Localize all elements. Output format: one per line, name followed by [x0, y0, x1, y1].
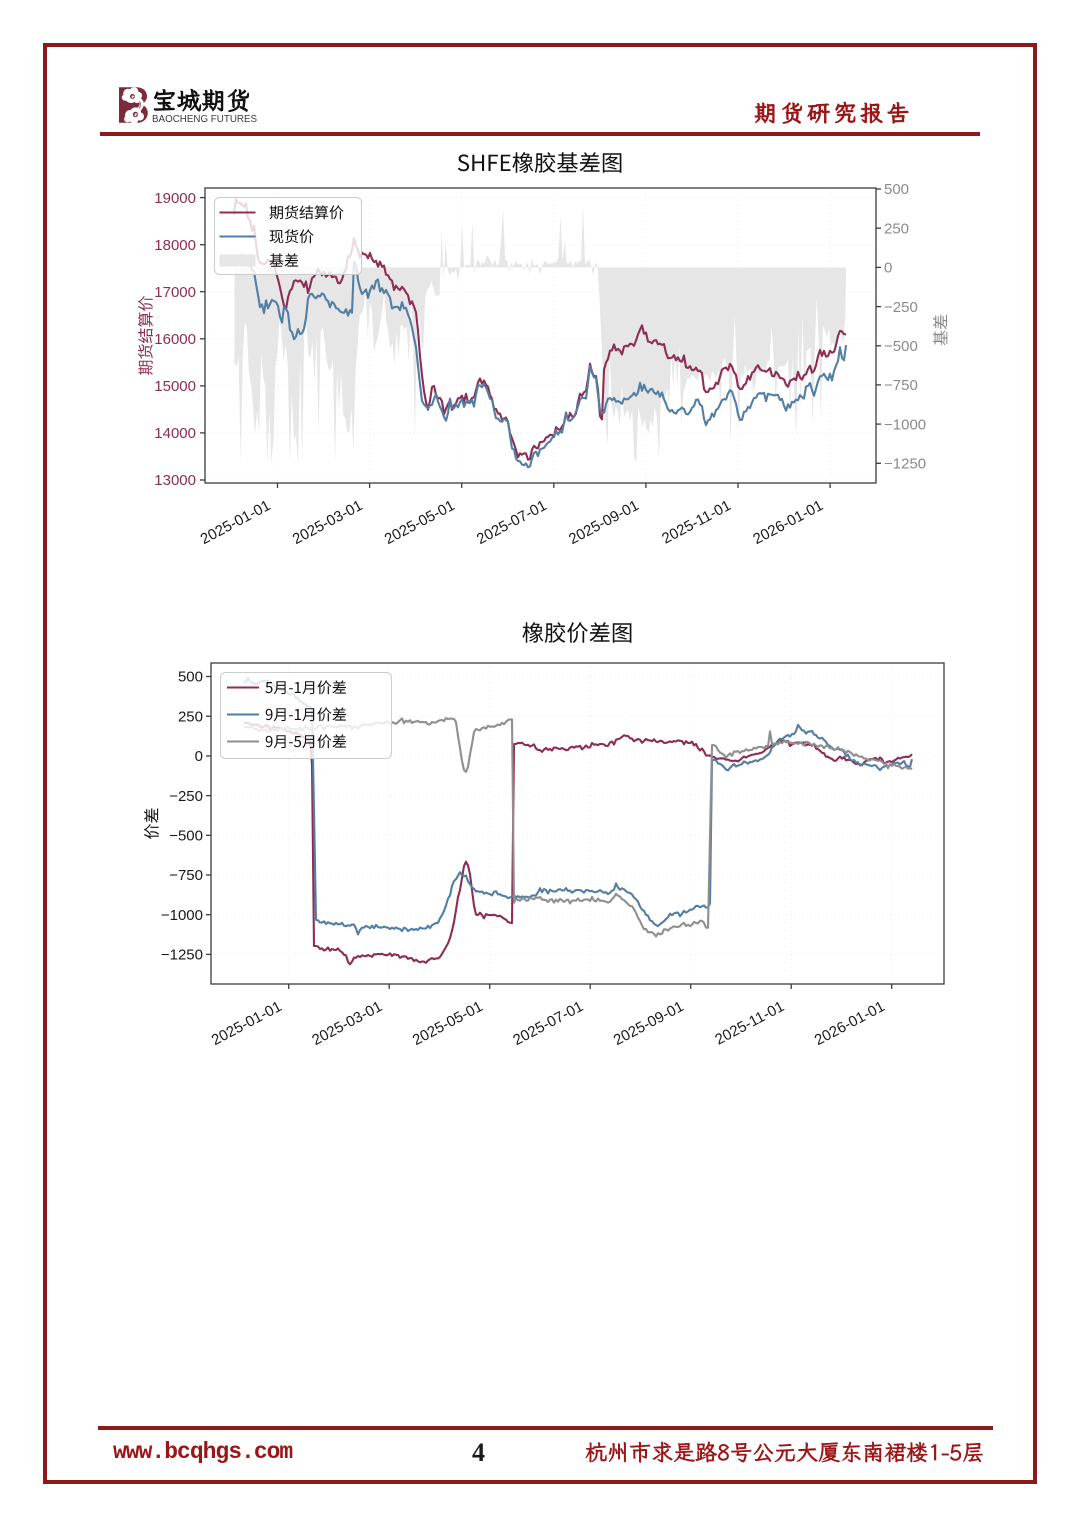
svg-text:−250: −250: [169, 788, 203, 805]
svg-text:250: 250: [178, 708, 203, 725]
svg-text:0: 0: [884, 260, 892, 277]
svg-text:0: 0: [195, 748, 203, 765]
svg-text:16000: 16000: [154, 331, 196, 348]
svg-text:2025-03-01: 2025-03-01: [309, 998, 385, 1049]
svg-text:2026-01-01: 2026-01-01: [750, 497, 826, 548]
svg-text:2025-05-01: 2025-05-01: [382, 497, 458, 548]
svg-text:500: 500: [178, 669, 203, 686]
svg-text:19000: 19000: [154, 190, 196, 207]
svg-text:14000: 14000: [154, 425, 196, 442]
svg-text:−750: −750: [169, 867, 203, 884]
svg-text:17000: 17000: [154, 284, 196, 301]
svg-text:2025-07-01: 2025-07-01: [474, 497, 550, 548]
svg-text:−250: −250: [884, 299, 918, 316]
svg-text:2025-09-01: 2025-09-01: [611, 998, 687, 1049]
svg-text:−1250: −1250: [161, 947, 203, 964]
svg-text:2025-01-01: 2025-01-01: [198, 497, 274, 548]
svg-text:−500: −500: [884, 338, 918, 355]
svg-text:2026-01-01: 2026-01-01: [812, 998, 888, 1049]
svg-text:13000: 13000: [154, 472, 196, 489]
svg-text:2025-11-01: 2025-11-01: [712, 998, 787, 1049]
svg-text:−1000: −1000: [884, 416, 926, 433]
svg-text:2025-11-01: 2025-11-01: [659, 497, 734, 548]
svg-text:−750: −750: [884, 377, 918, 394]
svg-text:18000: 18000: [154, 237, 196, 254]
svg-text:2025-07-01: 2025-07-01: [510, 998, 586, 1049]
svg-text:2025-09-01: 2025-09-01: [566, 497, 642, 548]
svg-text:−1000: −1000: [161, 907, 203, 924]
svg-text:15000: 15000: [154, 378, 196, 395]
svg-text:−1250: −1250: [884, 456, 926, 473]
svg-text:2025-05-01: 2025-05-01: [410, 998, 486, 1049]
svg-text:2025-03-01: 2025-03-01: [290, 497, 366, 548]
svg-text:250: 250: [884, 220, 909, 237]
svg-text:−500: −500: [169, 828, 203, 845]
svg-text:500: 500: [884, 181, 909, 198]
svg-text:2025-01-01: 2025-01-01: [209, 998, 285, 1049]
